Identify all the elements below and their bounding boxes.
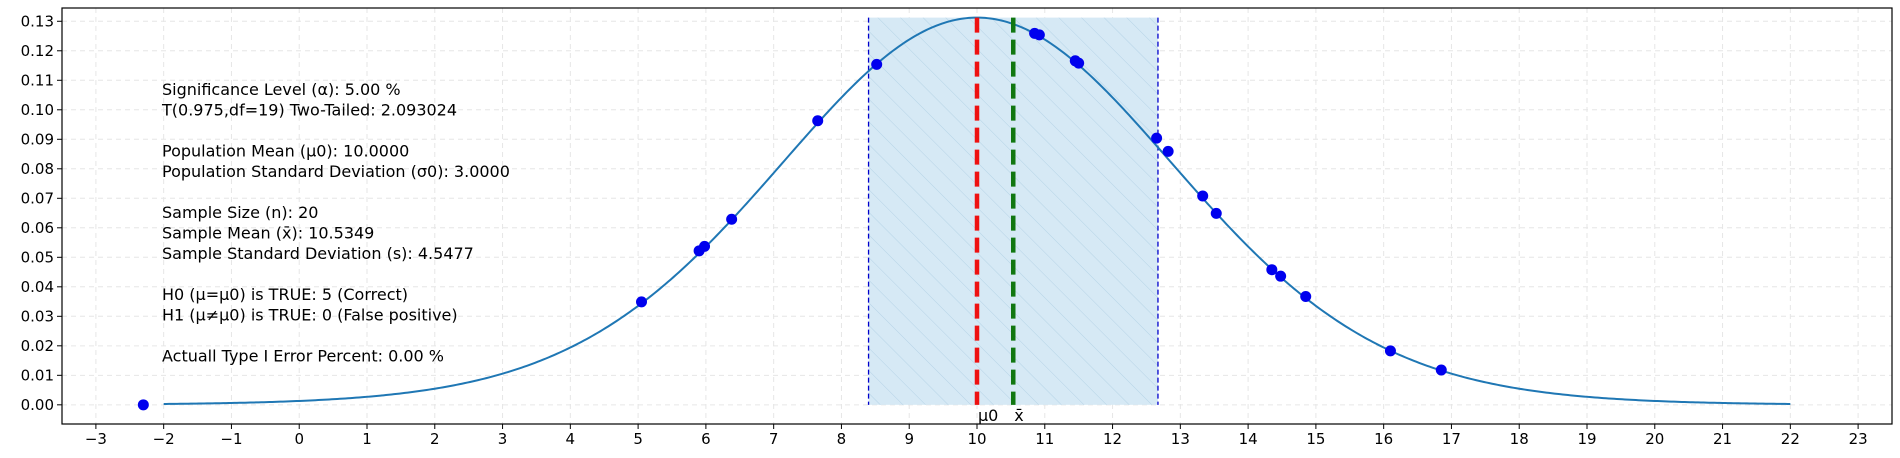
y-tick-label: 0.02 bbox=[21, 337, 54, 355]
x-tick-label: 21 bbox=[1713, 430, 1732, 448]
info-line: Sample Standard Deviation (s): 4.5477 bbox=[162, 244, 474, 263]
sample-point bbox=[1435, 364, 1447, 376]
x-tick-label: 10 bbox=[967, 430, 986, 448]
y-tick-label: 0.07 bbox=[21, 189, 54, 207]
y-tick-label: 0.03 bbox=[21, 307, 54, 325]
x-tick-label: 2 bbox=[430, 430, 440, 448]
info-line: H1 (μ≠μ0) is TRUE: 0 (False positive) bbox=[162, 306, 458, 325]
y-tick-label: 0.08 bbox=[21, 160, 54, 178]
x-tick-label: 0 bbox=[294, 430, 304, 448]
sample-point bbox=[1033, 29, 1045, 41]
x-tick-label: −3 bbox=[85, 430, 107, 448]
x-tick-label: 4 bbox=[566, 430, 576, 448]
x-tick-label: 11 bbox=[1035, 430, 1054, 448]
x-tick-label: 18 bbox=[1510, 430, 1529, 448]
x-tick-label: 17 bbox=[1442, 430, 1461, 448]
x-tick-label: 1 bbox=[362, 430, 372, 448]
y-tick-label: 0.12 bbox=[21, 42, 54, 60]
sample-point bbox=[1210, 207, 1222, 219]
x-tick-label: 19 bbox=[1577, 430, 1596, 448]
x-tick-label: 14 bbox=[1239, 430, 1258, 448]
x-tick-label: 9 bbox=[904, 430, 914, 448]
sample-point bbox=[1266, 264, 1278, 276]
info-line: Population Standard Deviation (σ0): 3.00… bbox=[162, 162, 510, 181]
sample-point bbox=[636, 296, 647, 308]
sample-point bbox=[1073, 57, 1085, 69]
y-tick-label: 0.01 bbox=[21, 366, 54, 384]
sample-point bbox=[1384, 345, 1396, 357]
statistics-textbox: Significance Level (α): 5.00 % T(0.975,df… bbox=[161, 80, 510, 366]
info-line: T(0.975,df=19) Two-Tailed: 2.093024 bbox=[161, 101, 457, 120]
y-tick-label: 0.00 bbox=[21, 396, 54, 414]
y-tick-label: 0.05 bbox=[21, 248, 54, 266]
y-tick-label: 0.09 bbox=[21, 130, 54, 148]
y-axis: 0.00 0.01 0.02 0.03 0.04 0.05 0.06 0.07 0.08 0.09… bbox=[21, 12, 62, 414]
sample-point bbox=[726, 213, 738, 225]
reference-lines: μ0 x̄ bbox=[974, 17, 1024, 425]
x-tick-label: 7 bbox=[769, 430, 779, 448]
info-line: Sample Mean (x̄): 10.5349 bbox=[162, 224, 374, 243]
x-tick-label: 3 bbox=[498, 430, 508, 448]
x-tick-label: 5 bbox=[633, 430, 643, 448]
y-tick-label: 0.04 bbox=[21, 278, 54, 296]
sample-mean-label: x̄ bbox=[1014, 406, 1023, 425]
y-tick-label: 0.06 bbox=[21, 219, 54, 237]
x-tick-label: 23 bbox=[1849, 430, 1868, 448]
x-axis: −3 −2 −1 0 1 2 3 4 5 6 7 8 9 10 11 12 13 14 15 16 17 18 19 20 21… bbox=[85, 424, 1868, 448]
sample-point bbox=[871, 58, 883, 70]
x-tick-label: 12 bbox=[1103, 430, 1122, 448]
x-tick-label: 8 bbox=[837, 430, 847, 448]
info-line: Actuall Type I Error Percent: 0.00 % bbox=[162, 347, 444, 366]
x-tick-label: 6 bbox=[701, 430, 711, 448]
x-tick-label: 13 bbox=[1171, 430, 1190, 448]
sample-point bbox=[137, 399, 149, 411]
sample-points bbox=[137, 27, 1447, 411]
y-tick-label: 0.11 bbox=[21, 71, 54, 89]
x-tick-label: −2 bbox=[153, 430, 175, 448]
sample-point bbox=[1151, 132, 1163, 144]
sample-point bbox=[1162, 145, 1174, 157]
sample-point bbox=[1300, 291, 1312, 303]
population-mean-label: μ0 bbox=[978, 406, 998, 425]
y-tick-label: 0.13 bbox=[21, 12, 54, 30]
info-line: Sample Size (n): 20 bbox=[162, 203, 318, 222]
sample-point bbox=[812, 115, 824, 127]
info-line: Population Mean (μ0): 10.0000 bbox=[162, 142, 409, 161]
sample-point bbox=[699, 240, 711, 252]
x-tick-label: 15 bbox=[1306, 430, 1325, 448]
info-line: H0 (μ=μ0) is TRUE: 5 (Correct) bbox=[162, 285, 408, 304]
x-tick-label: 22 bbox=[1781, 430, 1800, 448]
sample-point bbox=[1275, 270, 1287, 282]
y-tick-label: 0.10 bbox=[21, 101, 54, 119]
grid bbox=[62, 8, 1892, 424]
x-tick-label: 16 bbox=[1374, 430, 1393, 448]
sample-point bbox=[1197, 190, 1209, 202]
x-tick-label: −1 bbox=[220, 430, 242, 448]
x-tick-label: 20 bbox=[1645, 430, 1664, 448]
info-line: Significance Level (α): 5.00 % bbox=[162, 80, 401, 99]
